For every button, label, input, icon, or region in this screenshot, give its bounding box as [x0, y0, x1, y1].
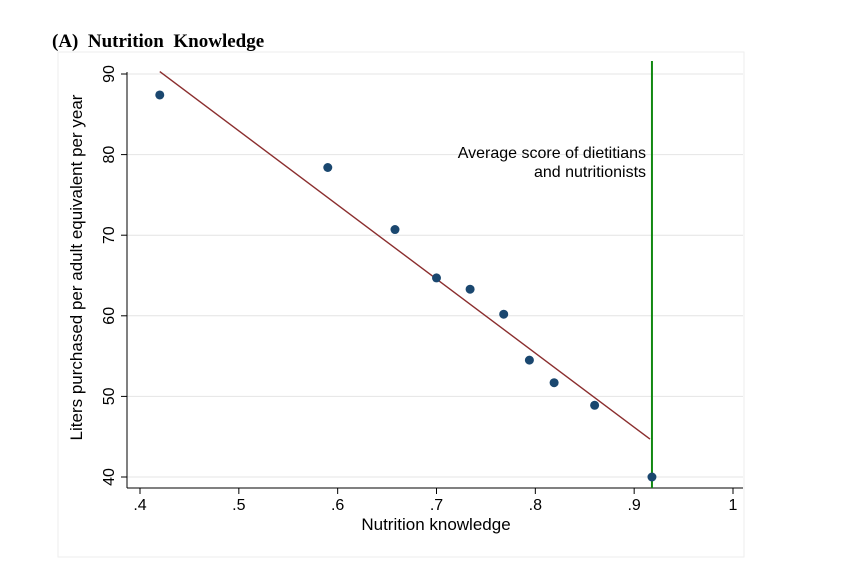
data-point — [323, 162, 333, 172]
axes-layer — [121, 72, 743, 494]
y-tick-label: 50 — [101, 387, 118, 405]
fit-layer — [159, 71, 651, 440]
data-point — [390, 225, 400, 235]
x-tick-label: .8 — [529, 497, 542, 514]
panel-title: (A) Nutrition Knowledge — [52, 31, 265, 52]
data-point — [499, 309, 509, 319]
grid-layer — [127, 73, 743, 478]
y-tick-label: 80 — [101, 146, 118, 164]
plot-region-frame — [57, 51, 745, 558]
x-tick-label: .6 — [331, 497, 344, 514]
data-point — [647, 472, 657, 482]
labels-layer: .4 .5 .6 .7 .8 .9 1 40 50 60 70 80 90 — [101, 65, 738, 514]
y-tick-label: 70 — [101, 226, 118, 244]
x-tick-label: .4 — [133, 497, 146, 514]
y-tick-label: 90 — [101, 65, 118, 83]
x-tick-label: .9 — [627, 497, 640, 514]
x-axis-title: Nutrition knowledge — [361, 515, 510, 534]
points-layer — [155, 90, 657, 482]
annotation-line-1: Average score of dietitians — [458, 145, 646, 162]
data-point — [432, 273, 441, 283]
x-tick-label: 1 — [729, 497, 738, 514]
data-point — [549, 378, 559, 388]
x-tick-label: .7 — [430, 497, 443, 514]
y-tick-label: 40 — [101, 468, 118, 486]
data-point — [590, 400, 600, 410]
fit-line — [159, 71, 651, 440]
x-tick-label: .5 — [232, 497, 245, 514]
data-point — [155, 90, 165, 100]
data-point — [524, 355, 534, 365]
data-point — [465, 284, 475, 294]
y-axis-title: Liters purchased per adult equivalent pe… — [67, 94, 86, 440]
annotation-line-2: and nutritionists — [534, 164, 646, 181]
y-tick-label: 60 — [101, 307, 118, 325]
